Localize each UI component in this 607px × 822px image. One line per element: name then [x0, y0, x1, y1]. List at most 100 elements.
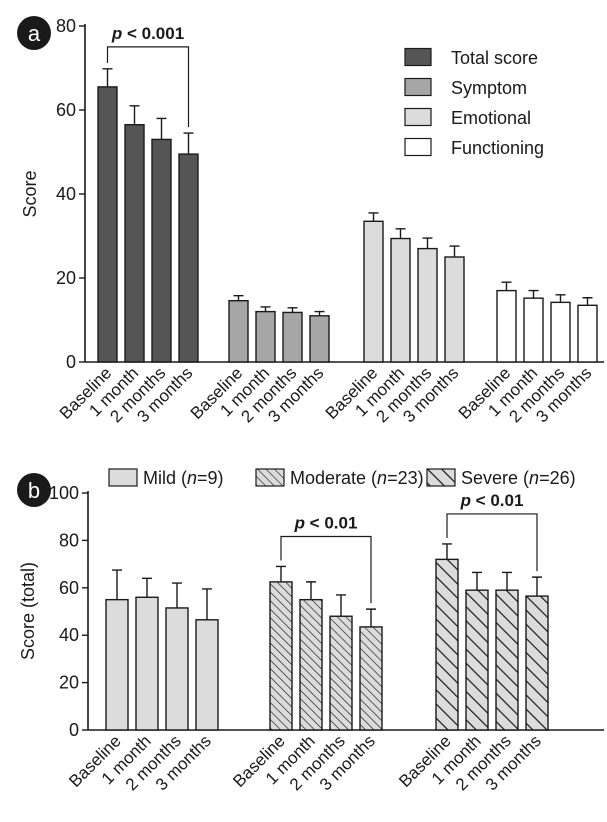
error-bar — [260, 306, 271, 312]
bar — [435, 558, 459, 731]
bar — [228, 299, 249, 363]
bar — [165, 607, 189, 731]
bar — [97, 86, 118, 363]
bar — [496, 289, 517, 363]
legend-label: Functioning — [451, 138, 544, 158]
bar — [105, 598, 129, 731]
bar — [151, 138, 172, 363]
significance-bracket — [280, 535, 372, 604]
error-bar — [528, 289, 539, 299]
legend-label: Total score — [451, 48, 538, 68]
legend-swatch — [404, 47, 432, 67]
y-tick-label: 40 — [56, 184, 76, 204]
significance-label: p < 0.01 — [460, 491, 524, 510]
error-bar — [368, 212, 379, 222]
y-tick-label: 80 — [59, 530, 79, 550]
bar — [390, 237, 411, 363]
bar — [124, 123, 145, 363]
error-bar — [314, 310, 325, 316]
y-tick-label: 20 — [56, 268, 76, 288]
error-bar — [449, 245, 460, 257]
error-bar — [129, 105, 140, 125]
error-bar — [395, 228, 406, 239]
bar — [329, 615, 353, 731]
legend-label-n: n — [377, 468, 387, 488]
significance-rest: < 0.01 — [305, 513, 357, 532]
y-tick-label: 60 — [59, 578, 79, 598]
significance-p: p — [111, 24, 122, 43]
bar — [417, 247, 438, 363]
legend-label-open: ( — [518, 468, 529, 488]
bar — [444, 256, 465, 363]
significance-bracket — [446, 513, 538, 572]
y-axis-title: Score — [20, 170, 40, 217]
legend-swatch — [404, 107, 432, 127]
legend-label: Moderate (n=23) — [290, 468, 424, 488]
error-bar — [336, 594, 346, 617]
legend-swatch — [404, 137, 432, 157]
error-bar — [555, 294, 566, 303]
bar — [299, 598, 323, 731]
panel-badge — [17, 473, 51, 507]
error-bar — [472, 571, 482, 591]
legend-label: Symptom — [451, 78, 527, 98]
error-bar — [172, 582, 182, 608]
significance-bracket — [106, 46, 190, 128]
legend-swatch — [108, 468, 138, 487]
y-tick-label: 40 — [59, 625, 79, 645]
legend-swatch — [404, 77, 432, 97]
bar — [195, 619, 219, 731]
panel-badge — [17, 16, 51, 50]
panel-label: b — [28, 478, 40, 503]
y-tick-label: 80 — [56, 16, 76, 36]
error-bar — [156, 117, 167, 140]
legend-label-name: Severe — [461, 468, 518, 488]
bar — [282, 311, 303, 363]
error-bar — [287, 307, 298, 313]
error-bar — [502, 571, 512, 591]
y-tick-label: 20 — [59, 673, 79, 693]
significance-rest: < 0.01 — [471, 491, 523, 510]
significance-rest: < 0.001 — [122, 24, 184, 43]
legend-label-name: Mild — [143, 468, 176, 488]
legend-swatch — [255, 468, 285, 487]
error-bar — [183, 132, 194, 155]
legend-label-count: =9) — [197, 468, 224, 488]
bar — [178, 153, 199, 363]
bar — [577, 304, 598, 363]
legend-label-n: n — [529, 468, 539, 488]
significance-label: p < 0.01 — [294, 513, 358, 532]
bar — [309, 315, 330, 363]
significance-label: p < 0.001 — [111, 24, 184, 43]
y-tick-label: 100 — [49, 483, 79, 503]
error-bar — [202, 588, 212, 620]
error-bar — [276, 565, 286, 582]
error-bar — [501, 281, 512, 291]
bar — [525, 595, 549, 731]
error-bar — [422, 237, 433, 249]
y-tick-label: 0 — [69, 720, 79, 740]
y-axis-title: Score (total) — [18, 562, 38, 660]
y-tick-label: 0 — [66, 352, 76, 372]
bar — [359, 626, 383, 731]
error-bar — [233, 294, 244, 301]
legend-label: Severe (n=26) — [461, 468, 576, 488]
bar — [269, 581, 293, 731]
bar — [465, 589, 489, 731]
legend-label: Mild (n=9) — [143, 468, 224, 488]
bar — [255, 310, 276, 363]
significance-p: p — [460, 491, 471, 510]
legend-label-count: =26) — [539, 468, 576, 488]
legend-label-count: =23) — [387, 468, 424, 488]
error-bar — [306, 581, 316, 600]
bar — [495, 589, 519, 731]
error-bar — [366, 608, 376, 627]
error-bar — [442, 543, 452, 560]
error-bar — [142, 577, 152, 598]
legend-label-open: ( — [366, 468, 377, 488]
legend-label-open: ( — [176, 468, 187, 488]
y-tick-label: 60 — [56, 100, 76, 120]
